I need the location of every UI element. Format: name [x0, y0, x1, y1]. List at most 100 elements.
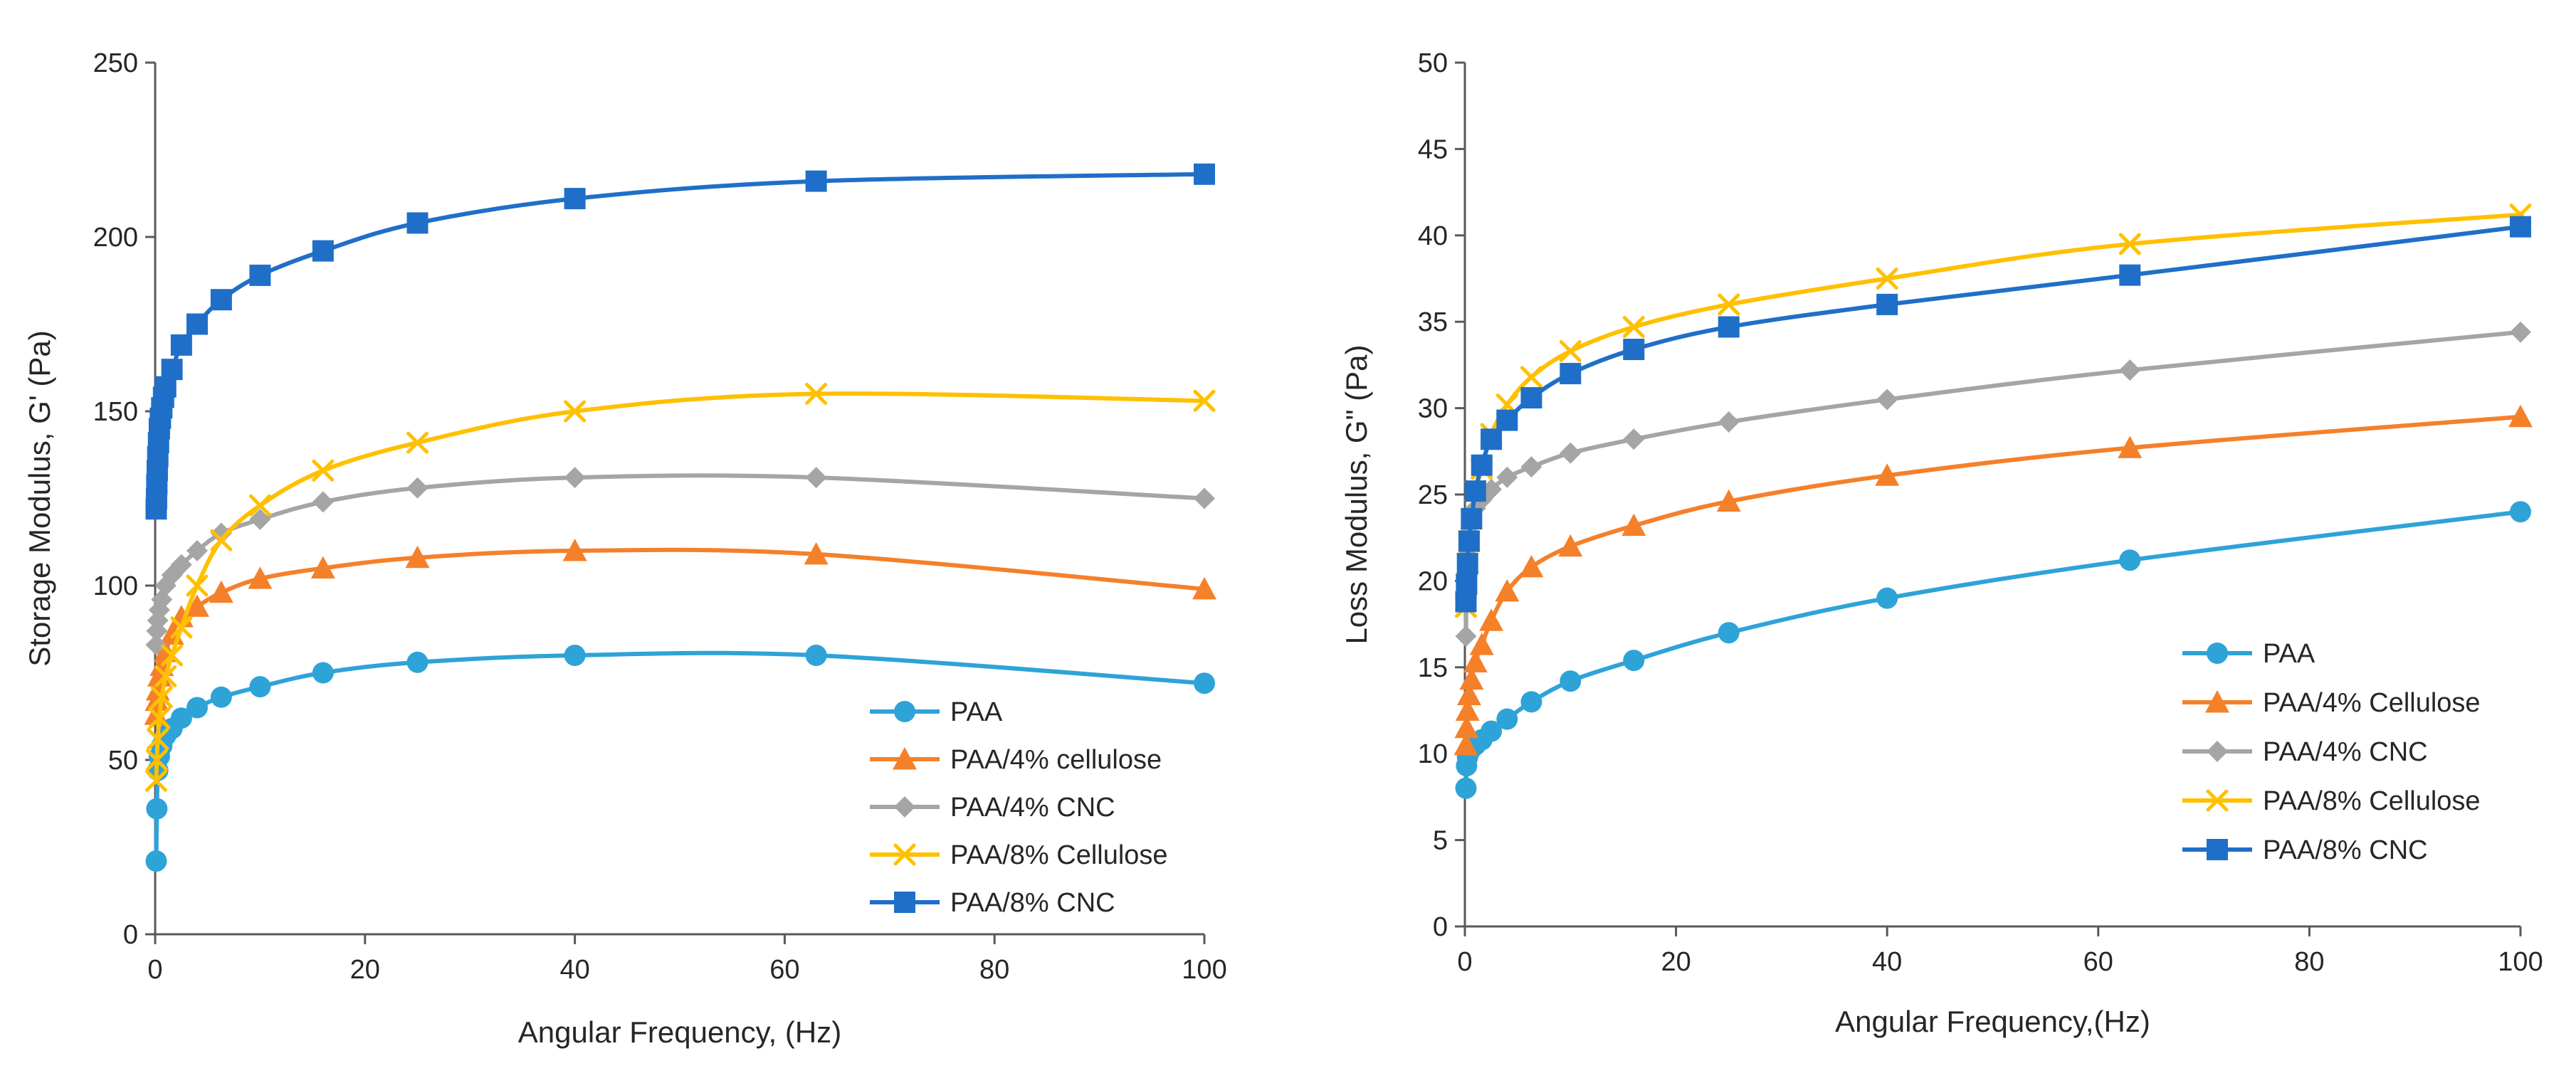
chart1-series-1-point	[1519, 554, 1544, 578]
chart0-series-3-point	[210, 529, 233, 551]
chart1-series-2-point	[1718, 411, 1740, 433]
chart1-series-2-point	[2510, 321, 2531, 343]
chart0-series-3-point	[312, 459, 335, 482]
chart1-series-4-point	[1496, 409, 1518, 431]
chart1-y-tick-label: 0	[1433, 912, 1448, 942]
chart0-series-4-line	[154, 171, 1206, 512]
chart0-series-3-point	[145, 749, 168, 771]
chart0-legend-item: PAA/4% CNC	[870, 793, 1115, 823]
chart1-series-2-point	[1520, 456, 1542, 478]
chart1-series-0-point	[1496, 708, 1518, 730]
chart0-x-tick-label: 100	[1182, 955, 1226, 985]
chart0-y-tick-label: 50	[108, 746, 138, 776]
chart0-y-tick-label: 150	[93, 397, 138, 427]
chart1-series-4-point	[1481, 428, 1503, 450]
chart0-series-3-point	[406, 431, 429, 454]
chart0-series-4-point	[186, 313, 208, 335]
chart0-legend-swatch-marker	[894, 701, 915, 722]
chart0-series-4	[145, 163, 1215, 520]
chart0-series-0-point	[312, 662, 334, 684]
chart1-legend-swatch-marker	[2207, 839, 2228, 860]
chart0-series-2-point	[161, 564, 183, 586]
chart0-series-1-point	[184, 594, 209, 617]
chart1-legend-item: PAA/8% Cellulose	[2182, 786, 2481, 816]
chart1-legend-label: PAA/8% Cellulose	[2263, 786, 2481, 816]
chart1-y-axis-title: Loss Modulus, G" (Pa)	[1340, 344, 1373, 644]
chart1-series-1-point	[1469, 633, 1494, 655]
chart1-y-tick-label: 40	[1418, 221, 1448, 251]
chart0-series-2-point	[186, 540, 208, 561]
chart1-y-tick-label: 45	[1418, 134, 1448, 164]
chart0-x-tick-label: 80	[979, 955, 1009, 985]
chart0-series-0-point	[146, 798, 168, 820]
chart0-series-4-point	[564, 188, 586, 210]
chart0-series-3-point	[186, 574, 209, 597]
chart0-series-0-point	[1194, 672, 1215, 694]
chart1-series-4-point	[1458, 530, 1480, 552]
chart1-series-3-point	[1622, 315, 1645, 338]
chart1-series-2-point	[1560, 442, 1582, 464]
chart1-y-tick-label: 20	[1418, 566, 1448, 596]
chart1-series-1-point	[1455, 698, 1480, 721]
chart1-x-tick-label: 80	[2294, 947, 2324, 977]
chart0-series-2-point	[210, 522, 232, 544]
chart1-series-0-point	[2510, 501, 2531, 523]
chart0-series-3-point	[144, 769, 167, 792]
chart0-series-4-point	[210, 289, 232, 311]
chart1-legend-label: PAA/8% CNC	[2263, 835, 2428, 865]
chart1-series-4-point	[1623, 339, 1645, 361]
chart1-series-0-point	[2119, 549, 2141, 571]
chart1-series-3-line	[1463, 212, 2523, 609]
chart1-legend-swatch-marker	[2207, 741, 2228, 762]
chart1-series-0-point	[1560, 670, 1582, 692]
chart0-series-1-point	[405, 545, 430, 569]
chart0-series-3-point	[154, 665, 177, 687]
chart1-series-1	[1453, 404, 2533, 756]
chart1-series-4-point	[2510, 216, 2531, 238]
chart0-series-0-point	[210, 686, 232, 708]
chart0: 0 50 100 150 200 250 0 20 40 60 80 100 Angular Frequ…	[23, 48, 1227, 1049]
chart1-series-1-point	[1463, 650, 1488, 672]
chart1-series-2-point	[2119, 359, 2141, 381]
chart1-series-3	[1454, 204, 2532, 618]
chart1-series-1-point	[1453, 733, 1478, 756]
chart0-legend-swatch-marker	[893, 843, 916, 866]
chart1-y-tick-label: 50	[1418, 48, 1448, 78]
chart1-series-2-point	[1623, 428, 1645, 450]
chart1-series-1-point	[1459, 667, 1484, 690]
chart0-legend-label: PAA/4% CNC	[950, 793, 1115, 823]
chart0-legend-swatch-marker	[894, 796, 915, 818]
chart0-series-3-point	[148, 707, 171, 729]
chart0-y-tick-label: 0	[123, 920, 138, 950]
chart0-series-2-point	[312, 491, 334, 513]
chart0-series-3-point	[170, 616, 193, 639]
chart0-series-4-point	[249, 264, 271, 286]
chart1-series-2	[1455, 321, 2531, 648]
chart1-series-3-point	[1559, 339, 1582, 362]
chart1-series-4-point	[1876, 293, 1898, 315]
chart0-series-4-point	[312, 240, 334, 262]
chart0-legend-item: PAA/8% Cellulose	[870, 840, 1168, 870]
chart1-x-tick-label: 60	[2083, 947, 2113, 977]
chart0-series-0-point	[186, 697, 208, 719]
chart1-series-1-point	[1495, 578, 1520, 602]
chart0-series-1-point	[209, 580, 233, 603]
chart0-series-2-point	[564, 467, 586, 489]
chart0-series-3-point	[1193, 389, 1216, 412]
chart0-x-tick-label: 40	[559, 955, 589, 985]
chart0-series-1-point	[1192, 576, 1216, 600]
chart1-series-1-point	[1875, 463, 1900, 486]
chart0-series-3-point	[150, 686, 173, 709]
chart1-series-1-point	[1558, 534, 1583, 557]
chart0-series-1-point	[248, 566, 273, 589]
chart0-legend-item: PAA	[870, 697, 1003, 727]
chart1: 0 5 10 15 20 25 30 35 40 45 50 0 20 40 60 80 100 Angular …	[1340, 48, 2543, 1038]
chart0-y-tick-label: 200	[93, 223, 138, 253]
chart1-series-4-point	[1520, 387, 1542, 409]
chart1-series-4-line	[1463, 224, 2523, 604]
chart1-series-2-point	[1455, 625, 1477, 648]
chart1-legend-label: PAA/4% Cellulose	[2263, 688, 2481, 718]
chart0-x-tick-label: 0	[147, 955, 162, 985]
chart0-series-1-point	[804, 541, 829, 565]
chart1-y-tick-label: 5	[1433, 826, 1448, 856]
